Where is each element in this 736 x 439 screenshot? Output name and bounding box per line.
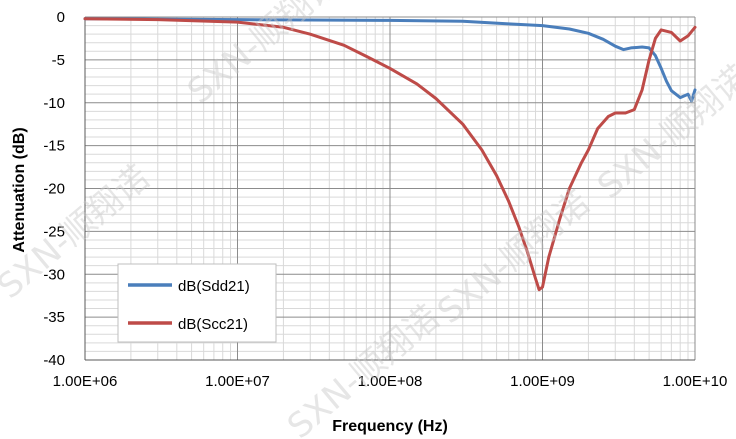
- x-tick-label: 1.00E+09: [510, 373, 575, 390]
- tick-labels: 1.00E+06 1.00E+07 1.00E+08 1.00E+09 1.00E+10…: [43, 9, 727, 390]
- axes: [84, 17, 695, 361]
- y-tick-label: -25: [43, 223, 65, 240]
- x-tick-label: 1.00E+06: [53, 373, 118, 390]
- y-tick-label: -10: [43, 95, 65, 112]
- x-axis-title: Frequency (Hz): [332, 418, 448, 435]
- y-tick-label: -30: [43, 266, 65, 283]
- y-tick-label: -20: [43, 181, 65, 198]
- x-tick-label: 1.00E+08: [358, 373, 423, 390]
- x-tick-label: 1.00E+07: [205, 373, 270, 390]
- watermark: SXN-顺翔诺: [590, 58, 736, 207]
- legend-label-sdd21: dB(Sdd21): [178, 278, 250, 295]
- legend: dB(Sdd21) dB(Scc21): [117, 263, 277, 343]
- series-lines: [83, 17, 697, 292]
- y-tick-label: -35: [43, 309, 65, 326]
- x-tick-label: 1.00E+10: [663, 373, 728, 390]
- y-tick-label: -40: [43, 352, 65, 369]
- y-tick-label: -15: [43, 138, 65, 155]
- grid-lines: [84, 16, 696, 361]
- legend-label-scc21: dB(Scc21): [178, 316, 248, 333]
- y-tick-label: -5: [52, 52, 65, 69]
- legend-box: [117, 263, 277, 343]
- series-line-dbscc21: [83, 17, 697, 292]
- y-tick-label: 0: [57, 9, 65, 26]
- y-axis-title: Attenuation (dB): [11, 127, 28, 252]
- series-line-dbsdd21: [83, 17, 697, 103]
